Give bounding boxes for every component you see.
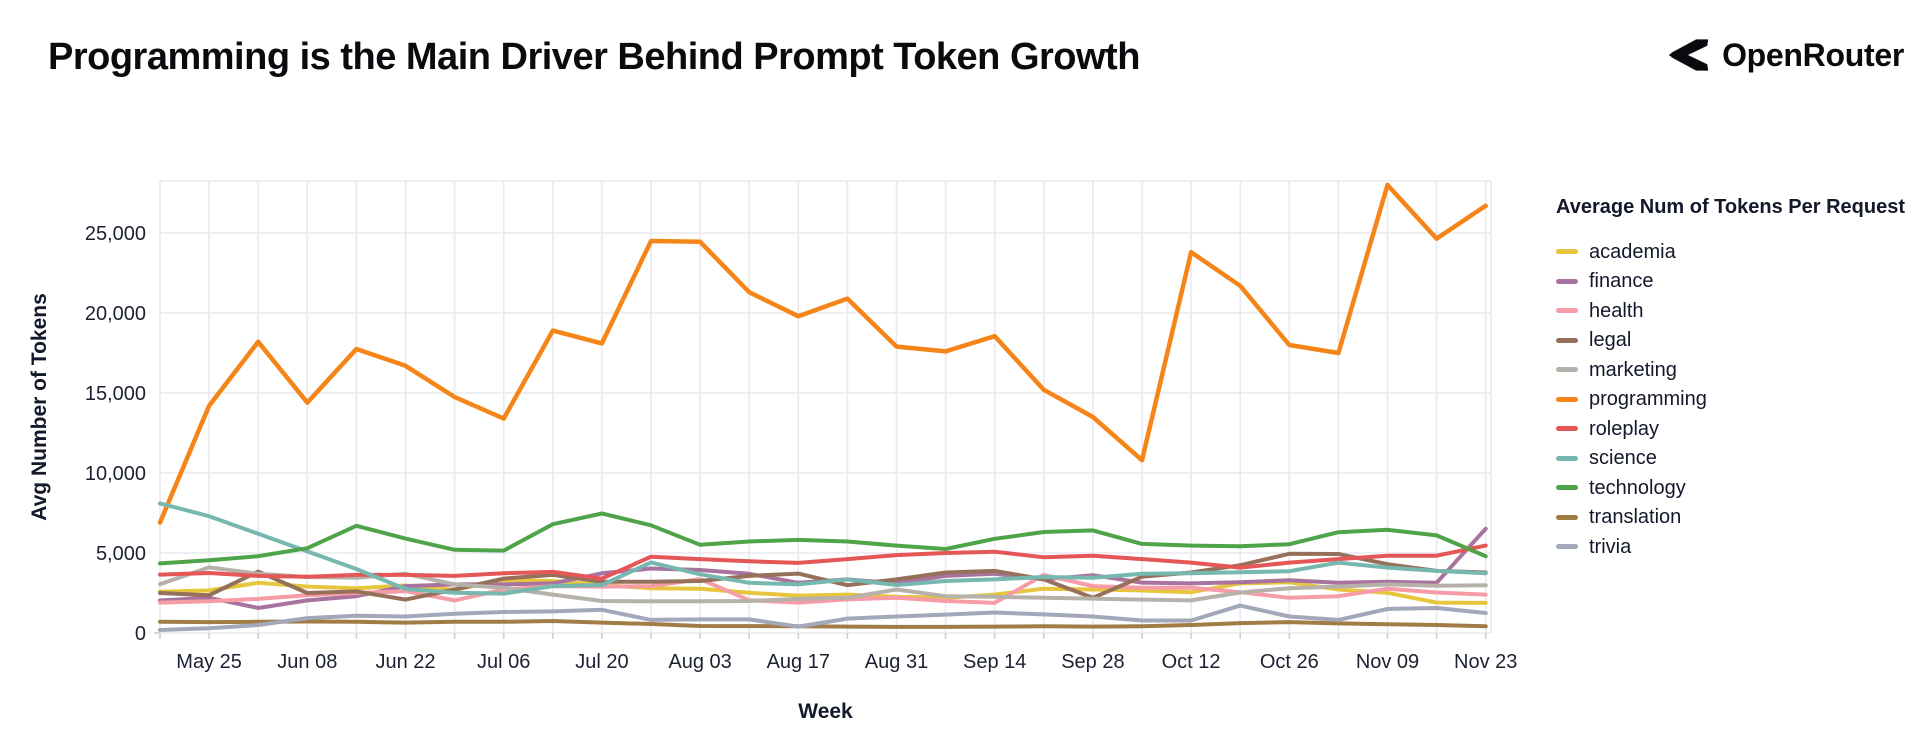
legend-item-trivia: trivia (1556, 532, 1916, 562)
x-tick-label: Aug 03 (668, 651, 731, 673)
series-line-roleplay (158, 543, 1488, 581)
legend-items: academia finance health legal marketing progr… (1556, 237, 1916, 562)
series-line-trivia (158, 603, 1488, 632)
x-tick-label: Aug 17 (767, 651, 830, 673)
x-tick-label: Sep 14 (963, 651, 1026, 673)
legend-item-legal: legal (1556, 326, 1916, 356)
x-tick-label: Nov 23 (1454, 651, 1517, 673)
y-axis-title: Avg Number of Tokens (28, 293, 51, 521)
x-axis-title: Week (798, 700, 853, 723)
openrouter-logo: OpenRouter (1664, 32, 1904, 78)
series-line-science (158, 501, 1488, 596)
legend-item-programming: programming (1556, 385, 1916, 415)
series-line-programming (157, 182, 1488, 525)
x-tick-label: Aug 31 (865, 651, 928, 673)
legend-label-health: health (1589, 299, 1644, 322)
legend-swatch-finance (1556, 278, 1578, 284)
legend-swatch-trivia (1556, 544, 1578, 550)
y-tick-label: 5,000 (96, 543, 146, 565)
legend-item-academia: academia (1556, 237, 1916, 267)
legend-swatch-programming (1556, 396, 1578, 402)
legend-label-academia: academia (1589, 240, 1676, 263)
y-tick-label: 10,000 (85, 463, 146, 485)
legend-swatch-academia (1556, 249, 1578, 255)
y-tick-label: 0 (135, 623, 146, 645)
legend-swatch-health (1556, 308, 1578, 314)
x-tick-label: Jun 08 (277, 651, 337, 673)
series-line-health (158, 572, 1488, 605)
legend-title: Average Num of Tokens Per Request (1556, 196, 1905, 218)
legend-swatch-science (1556, 455, 1578, 461)
series-line-translation (158, 619, 1488, 629)
page-title: Programming is the Main Driver Behind Pr… (48, 36, 1140, 78)
legend-label-finance: finance (1589, 270, 1654, 293)
openrouter-logo-text: OpenRouter (1722, 36, 1904, 73)
x-tick-label: Sep 28 (1061, 651, 1124, 673)
x-tick-label: Jul 06 (477, 651, 530, 673)
legend-label-science: science (1589, 447, 1657, 470)
x-axis: May 25 Jun 08 Jun 22 Jul 06 Jul 20 Aug 03 Aug … (176, 651, 1517, 723)
legend-item-technology: technology (1556, 473, 1916, 503)
legend-item-science: science (1556, 444, 1916, 474)
legend-swatch-technology (1556, 485, 1578, 491)
legend-swatch-translation (1556, 514, 1578, 520)
legend-label-programming: programming (1589, 388, 1707, 411)
legend-item-marketing: marketing (1556, 355, 1916, 385)
x-tick-label: Oct 12 (1162, 651, 1221, 673)
y-tick-label: 15,000 (85, 383, 146, 405)
legend-label-technology: technology (1589, 476, 1686, 499)
legend-label-marketing: marketing (1589, 358, 1677, 381)
legend-label-roleplay: roleplay (1589, 417, 1660, 440)
series-line-legal (158, 551, 1488, 602)
series-lines (157, 182, 1488, 632)
x-tick-label: Jun 22 (375, 651, 435, 673)
legend-swatch-marketing (1556, 367, 1578, 373)
chart-legend: Average Num of Tokens Per Request academ… (1556, 196, 1916, 562)
x-tick-label: Oct 26 (1260, 651, 1319, 673)
legend-swatch-legal (1556, 337, 1578, 343)
x-tick-label: May 25 (176, 651, 242, 673)
x-tick-label: Jul 20 (575, 651, 628, 673)
gridlines (154, 180, 1492, 639)
legend-swatch-roleplay (1556, 426, 1578, 432)
legend-item-translation: translation (1556, 503, 1916, 533)
y-axis: 0 5,000 10,000 15,000 20,000 25,000 Avg Number… (28, 223, 146, 645)
legend-item-health: health (1556, 296, 1916, 326)
x-tick-label: Nov 09 (1356, 651, 1419, 673)
legend-item-roleplay: roleplay (1556, 414, 1916, 444)
series-line-technology (158, 511, 1488, 566)
legend-label-legal: legal (1589, 329, 1632, 352)
legend-label-trivia: trivia (1589, 535, 1632, 558)
y-tick-label: 25,000 (85, 223, 146, 245)
legend-item-finance: finance (1556, 267, 1916, 297)
openrouter-logo-icon (1668, 39, 1709, 71)
y-tick-label: 20,000 (85, 303, 146, 325)
legend-label-translation: translation (1589, 506, 1682, 529)
